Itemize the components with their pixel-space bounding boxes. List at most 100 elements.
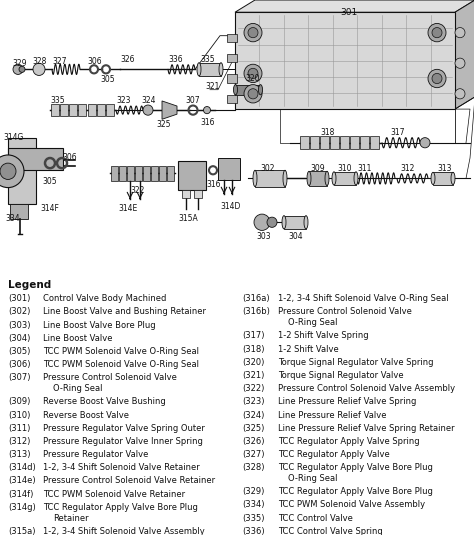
Text: 327: 327 <box>52 57 66 66</box>
Text: (318): (318) <box>242 345 264 354</box>
Bar <box>60 104 68 116</box>
Text: Line Pressure Relief Valve Spring: Line Pressure Relief Valve Spring <box>278 398 416 406</box>
Circle shape <box>248 68 258 79</box>
Text: (329): (329) <box>242 487 264 496</box>
Text: Line Boost Valve Bore Plug: Line Boost Valve Bore Plug <box>43 320 155 330</box>
Bar <box>118 166 126 181</box>
Text: 1-2 Shift Valve Spring: 1-2 Shift Valve Spring <box>278 331 369 340</box>
Text: (305): (305) <box>8 347 30 356</box>
Text: (314f): (314f) <box>8 490 33 499</box>
Ellipse shape <box>197 63 201 76</box>
Circle shape <box>428 24 446 42</box>
Bar <box>10 204 28 219</box>
Text: Line Boost Valve: Line Boost Valve <box>43 334 112 343</box>
Text: 314G: 314G <box>3 133 23 142</box>
Text: (315a): (315a) <box>8 527 36 535</box>
Text: Pressure Regulator Valve Inner Spring: Pressure Regulator Valve Inner Spring <box>43 437 203 446</box>
Bar <box>151 166 158 181</box>
Text: 1-2, 3-4 Shift Solenoid Valve Assembly: 1-2, 3-4 Shift Solenoid Valve Assembly <box>43 527 205 535</box>
Text: TCC PWM Solenoid Valve O-Ring Seal: TCC PWM Solenoid Valve O-Ring Seal <box>43 360 199 369</box>
Text: 1-2, 3-4 Shift Solenoid Valve Retainer: 1-2, 3-4 Shift Solenoid Valve Retainer <box>43 463 200 472</box>
Bar <box>135 166 142 181</box>
Bar <box>51 104 59 116</box>
Circle shape <box>13 64 23 74</box>
Bar <box>309 171 327 186</box>
Text: 317: 317 <box>390 128 404 137</box>
Text: Pressure Control Solenoid Valve: Pressure Control Solenoid Valve <box>43 373 177 383</box>
Bar <box>284 216 306 229</box>
Text: (334): (334) <box>242 500 264 509</box>
Text: Legend: Legend <box>8 280 51 290</box>
Bar <box>182 189 190 198</box>
Text: Line Pressure Relief Valve Spring Retainer: Line Pressure Relief Valve Spring Retain… <box>278 424 455 433</box>
Text: (307): (307) <box>8 373 30 383</box>
Text: 301: 301 <box>340 8 357 17</box>
Bar <box>79 104 86 116</box>
Polygon shape <box>455 0 474 109</box>
Text: Pressure Control Solenoid Valve Retainer: Pressure Control Solenoid Valve Retainer <box>43 477 215 485</box>
Text: (314e): (314e) <box>8 477 36 485</box>
Text: 1-2 Shift Valve: 1-2 Shift Valve <box>278 345 339 354</box>
Text: 326: 326 <box>120 55 135 64</box>
Text: 329: 329 <box>12 59 27 68</box>
Text: (314d): (314d) <box>8 463 36 472</box>
Circle shape <box>33 63 45 75</box>
Text: (335): (335) <box>242 514 264 523</box>
Bar <box>371 136 380 149</box>
Text: (327): (327) <box>242 450 264 459</box>
Text: (304): (304) <box>8 334 30 343</box>
Text: (301): (301) <box>8 294 30 303</box>
Text: (323): (323) <box>242 398 264 406</box>
Text: 307: 307 <box>185 96 200 105</box>
Text: (313): (313) <box>8 450 30 459</box>
Bar <box>350 136 359 149</box>
Ellipse shape <box>431 172 435 185</box>
Text: (302): (302) <box>8 307 30 316</box>
Circle shape <box>455 89 465 99</box>
Text: 313: 313 <box>437 164 452 173</box>
Circle shape <box>254 214 270 231</box>
Circle shape <box>143 105 153 115</box>
Bar <box>159 166 166 181</box>
Text: TCC PWM Solenoid Valve Retainer: TCC PWM Solenoid Valve Retainer <box>43 490 185 499</box>
Text: (316a): (316a) <box>242 294 270 303</box>
Bar <box>199 63 221 76</box>
Ellipse shape <box>219 63 223 76</box>
Text: (309): (309) <box>8 398 30 406</box>
Text: (325): (325) <box>242 424 264 433</box>
Text: O-Ring Seal: O-Ring Seal <box>288 318 337 327</box>
Text: Line Pressure Relief Valve: Line Pressure Relief Valve <box>278 410 386 419</box>
Ellipse shape <box>304 216 308 229</box>
Text: 328: 328 <box>32 57 46 66</box>
Text: 335: 335 <box>200 55 215 64</box>
Text: (328): (328) <box>242 463 264 472</box>
Text: 316: 316 <box>200 118 215 127</box>
Text: 321: 321 <box>205 81 219 90</box>
Text: 323: 323 <box>116 96 130 105</box>
Text: 309: 309 <box>310 164 325 173</box>
Bar <box>227 54 237 62</box>
Text: 314D: 314D <box>220 202 240 211</box>
Text: Retainer: Retainer <box>53 514 89 523</box>
Text: (311): (311) <box>8 424 30 433</box>
Text: Torque Signal Regulator Valve: Torque Signal Regulator Valve <box>278 371 404 380</box>
Bar <box>320 136 329 149</box>
Bar <box>361 136 370 149</box>
Circle shape <box>0 163 16 179</box>
Text: Pressure Control Solenoid Valve Assembly: Pressure Control Solenoid Valve Assembly <box>278 384 455 393</box>
Text: 315A: 315A <box>178 214 198 223</box>
Text: (336): (336) <box>242 527 264 535</box>
Bar <box>106 104 114 116</box>
Circle shape <box>244 24 262 42</box>
Text: (306): (306) <box>8 360 30 369</box>
Circle shape <box>248 27 258 38</box>
Polygon shape <box>162 101 177 119</box>
Text: TCC PWM Solenoid Valve O-Ring Seal: TCC PWM Solenoid Valve O-Ring Seal <box>43 347 199 356</box>
Text: TCC Regulator Apply Valve Bore Plug: TCC Regulator Apply Valve Bore Plug <box>278 487 433 496</box>
Text: Line Boost Valve and Bushing Retainer: Line Boost Valve and Bushing Retainer <box>43 307 206 316</box>
Bar <box>236 85 261 95</box>
Bar <box>227 74 237 82</box>
Text: 306: 306 <box>62 153 77 162</box>
Text: 305: 305 <box>100 75 115 85</box>
Text: 304: 304 <box>288 232 302 241</box>
